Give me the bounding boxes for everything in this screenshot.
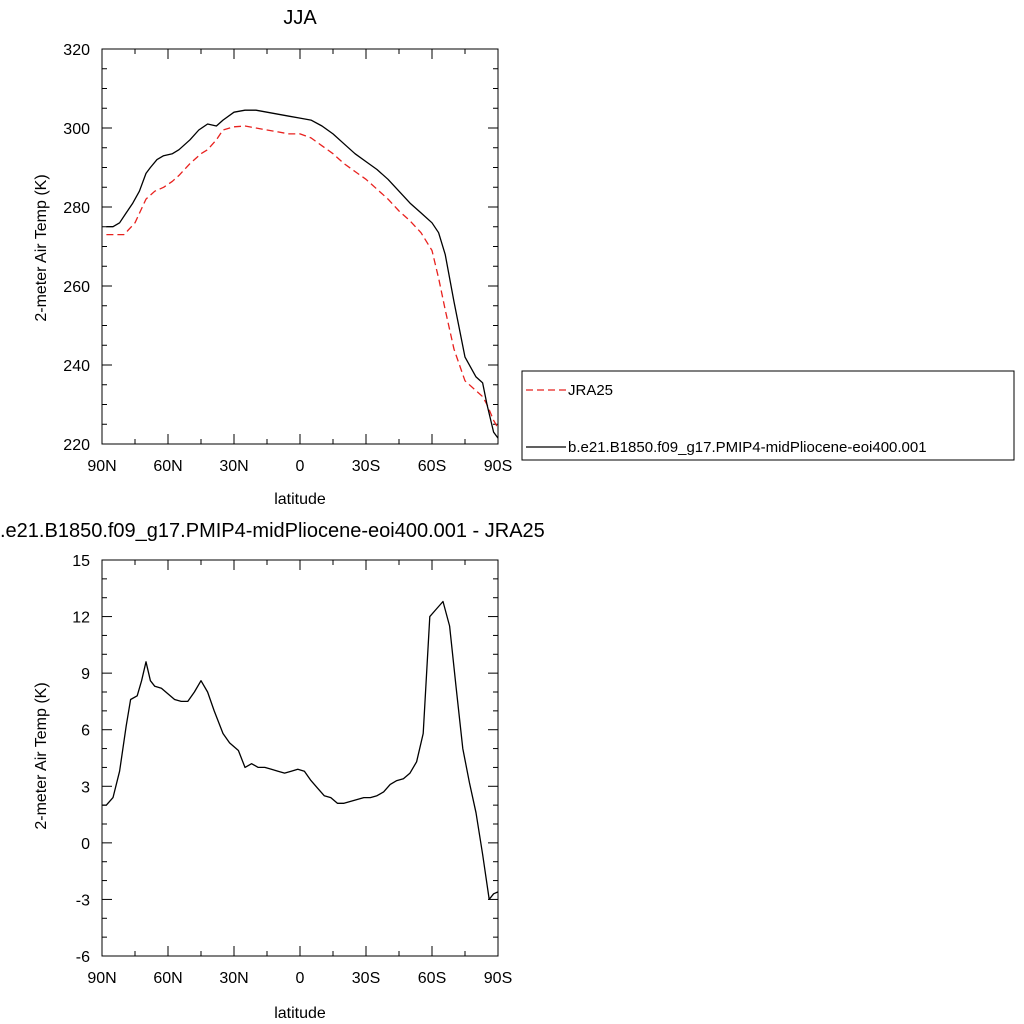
x-tick-label: 60S: [418, 458, 446, 475]
y-tick-label: 320: [63, 42, 90, 59]
y-tick-label: 220: [63, 437, 90, 454]
x-tick-label: 0: [296, 458, 305, 475]
x-tick-label: 60S: [418, 970, 446, 987]
bottom-plot-frame: [101, 559, 499, 957]
top-panel: JJA 2-meter Air Temp (K) latitude 90N 60N…: [33, 7, 512, 508]
series-line-1: [106, 109, 499, 439]
top-chart-title: JJA: [283, 7, 317, 29]
top-y-axis-title: 2-meter Air Temp (K): [33, 174, 50, 321]
y-tick-label: 260: [63, 279, 90, 296]
series-line-0: [102, 600, 499, 901]
bottom-chart-title: .e21.B1850.f09_g17.PMIP4-midPliocene-eoi…: [0, 520, 545, 542]
top-x-axis-title: latitude: [274, 491, 326, 508]
legend-label-model: b.e21.B1850.f09_g17.PMIP4-midPliocene-eo…: [568, 439, 927, 456]
bottom-panel: .e21.B1850.f09_g17.PMIP4-midPliocene-eoi…: [0, 520, 545, 1022]
top-tick-labels: 90N 60N 30N 0 30S 60S 90S 220 240 260 280 300 320: [63, 42, 512, 475]
y-tick-label: 0: [81, 836, 90, 853]
x-tick-label: 60N: [153, 970, 182, 987]
x-tick-label: 0: [296, 970, 305, 987]
legend: JRA25 b.e21.B1850.f09_g17.PMIP4-midPlioc…: [521, 370, 1015, 461]
x-tick-label: 30S: [352, 458, 380, 475]
bottom-y-axis-title: 2-meter Air Temp (K): [33, 682, 50, 829]
y-tick-label: -3: [76, 892, 90, 909]
legend-label-jra25: JRA25: [568, 382, 613, 399]
y-tick-label: 300: [63, 121, 90, 138]
x-tick-label: 90N: [87, 970, 116, 987]
bottom-series-group: [102, 600, 499, 901]
x-tick-label: 30N: [219, 458, 248, 475]
y-tick-label: 15: [72, 553, 90, 570]
x-tick-label: 30N: [219, 970, 248, 987]
bottom-tick-labels: 90N 60N 30N 0 30S 60S 90S -6 -3 0 3 6 9 12 15: [72, 553, 512, 987]
series-line-0: [106, 125, 499, 429]
x-tick-label: 60N: [153, 458, 182, 475]
x-tick-label: 90S: [484, 970, 512, 987]
top-plot-frame: [101, 48, 499, 445]
y-tick-label: 6: [81, 723, 90, 740]
bottom-x-axis-title: latitude: [274, 1005, 326, 1022]
top-series-group: [106, 109, 499, 439]
y-tick-label: 3: [81, 779, 90, 796]
x-tick-label: 90S: [484, 458, 512, 475]
x-tick-label: 90N: [87, 458, 116, 475]
y-tick-label: 12: [72, 610, 90, 627]
y-tick-label: 280: [63, 200, 90, 217]
y-tick-label: -6: [76, 949, 90, 966]
y-tick-label: 9: [81, 666, 90, 683]
y-tick-label: 240: [63, 358, 90, 375]
legend-box: [521, 370, 1015, 461]
x-tick-label: 30S: [352, 970, 380, 987]
